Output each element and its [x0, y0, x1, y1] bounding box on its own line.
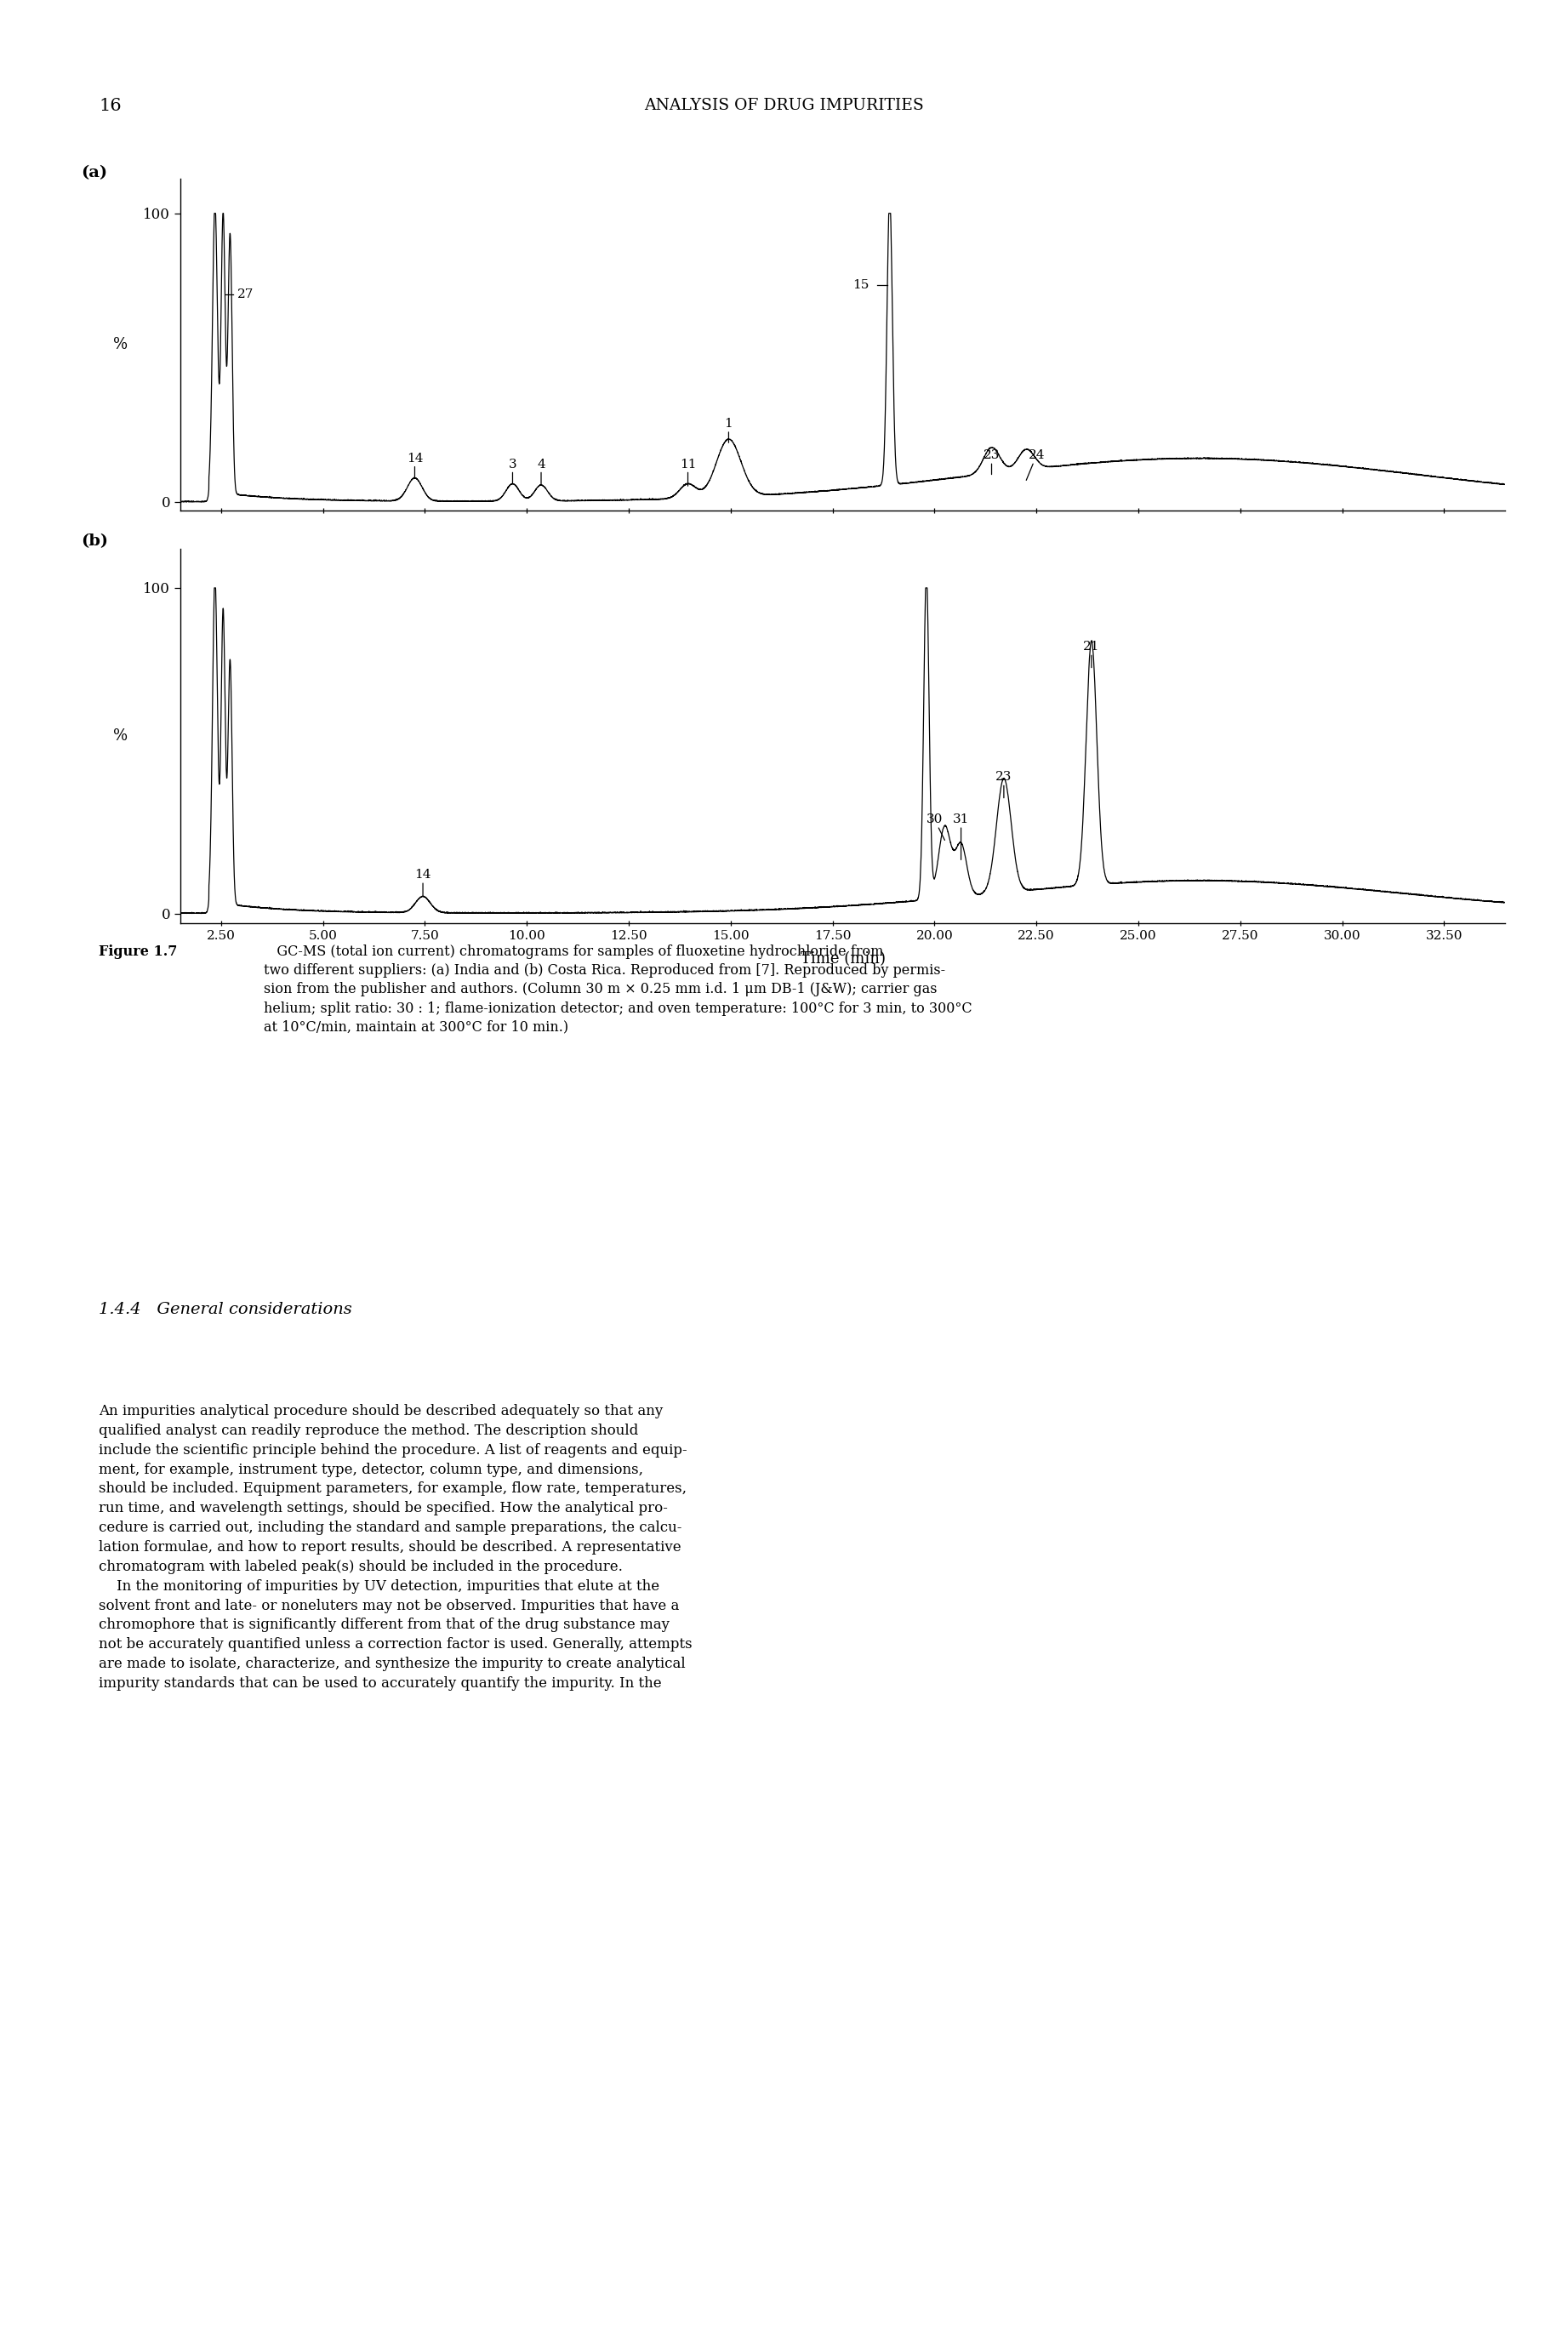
X-axis label: Time (min): Time (min) [800, 952, 886, 966]
Text: Figure 1.7: Figure 1.7 [99, 945, 177, 959]
Text: 16: 16 [99, 99, 121, 113]
Text: 14: 14 [406, 451, 423, 477]
Text: (a): (a) [82, 165, 108, 181]
Text: 11: 11 [679, 458, 696, 487]
Text: 23: 23 [996, 771, 1011, 797]
Text: 3: 3 [508, 458, 517, 482]
Text: 4: 4 [536, 458, 546, 484]
Text: 24: 24 [1027, 449, 1044, 480]
Text: 23: 23 [983, 449, 1000, 475]
Text: An impurities analytical procedure should be described adequately so that any
qu: An impurities analytical procedure shoul… [99, 1404, 693, 1690]
Text: 14: 14 [414, 870, 431, 896]
Text: 15: 15 [853, 280, 869, 292]
Text: 1.4.4   General considerations: 1.4.4 General considerations [99, 1302, 353, 1317]
Text: GC-MS (total ion current) chromatograms for samples of fluoxetine hydrochloride : GC-MS (total ion current) chromatograms … [263, 945, 972, 1034]
Text: (b): (b) [82, 534, 108, 550]
Text: 21: 21 [1083, 642, 1099, 668]
Text: ANALYSIS OF DRUG IMPURITIES: ANALYSIS OF DRUG IMPURITIES [644, 99, 924, 113]
Text: 31: 31 [953, 813, 969, 860]
Text: 1: 1 [724, 418, 732, 442]
Y-axis label: %: % [113, 336, 129, 353]
Y-axis label: %: % [113, 729, 129, 743]
Text: 30: 30 [927, 813, 946, 839]
Text: 27: 27 [237, 289, 254, 301]
